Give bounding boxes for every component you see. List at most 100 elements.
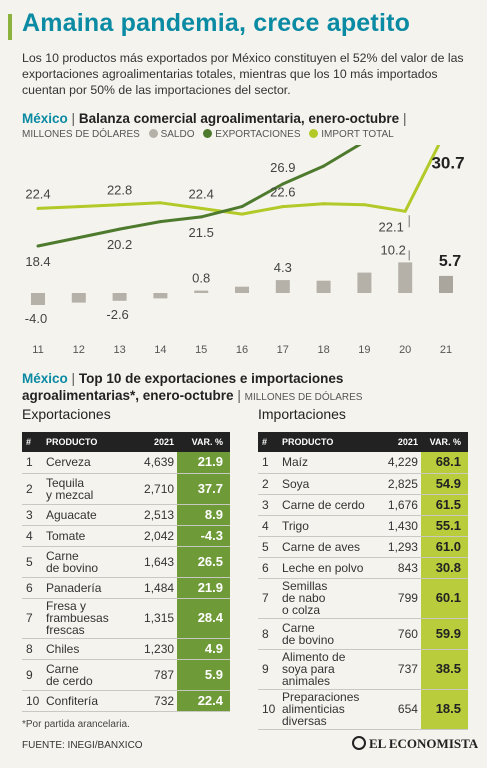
data-label: -4.0	[25, 311, 47, 326]
cell-n: 7	[258, 578, 279, 619]
cell-product: Aguacate	[43, 504, 131, 526]
cell-var: 38.5	[420, 649, 468, 690]
cell-var: 21.9	[177, 452, 230, 474]
cell-value: 799	[379, 578, 421, 619]
legend-label: IMPORT TOTAL	[321, 129, 394, 140]
saldo-bar	[235, 286, 249, 293]
data-label: 5.7	[439, 253, 461, 270]
cell-n: 9	[258, 649, 279, 690]
x-tick-label: 13	[113, 344, 125, 356]
cell-var: 8.9	[177, 504, 230, 526]
table-row: 6 Panadería 1,484 21.9	[22, 577, 230, 599]
table-row: 2 Soya 2,825 54.9	[258, 473, 468, 495]
data-label: 0.8	[192, 271, 210, 286]
cell-value: 1,293	[379, 536, 421, 558]
cell-value: 2,825	[379, 473, 421, 495]
title-accent-bar	[8, 14, 12, 40]
brand-icon	[352, 736, 366, 750]
cell-value: 4,229	[379, 452, 421, 474]
x-tick-label: 14	[154, 344, 166, 356]
chart-legend: MILLONES DE DÓLARES SALDO EXPORTACIONES …	[22, 129, 400, 140]
export-point	[36, 244, 40, 248]
cell-value: 1,484	[130, 577, 178, 599]
cell-product: Fresa y frambuesas frescas	[43, 598, 131, 639]
import-point	[199, 206, 203, 210]
legend-dot	[148, 129, 158, 138]
import-point	[36, 206, 40, 210]
imports-title: Importaciones	[258, 406, 346, 422]
import-line	[37, 145, 441, 216]
cell-value: 843	[379, 557, 421, 579]
x-tick-label: 18	[317, 344, 329, 356]
table-row: 7 Semillas de nabo o colza 799 60.1	[258, 578, 468, 619]
table-row: 4 Tomate 2,042 -4.3	[22, 525, 230, 547]
x-tick-label: 15	[195, 344, 207, 356]
table-row: 10 Confitería 732 22.4	[22, 690, 230, 712]
export-point	[199, 215, 203, 219]
chart-country: México	[22, 111, 68, 126]
cell-n: 2	[258, 473, 279, 495]
cell-value: 2,042	[130, 525, 178, 547]
cell-value: 2,710	[130, 473, 178, 505]
table-row: 3 Aguacate 2,513 8.9	[22, 504, 230, 526]
saldo-bar	[275, 280, 290, 293]
data-label: 21.5	[189, 225, 214, 240]
cell-value: 4,639	[130, 452, 178, 474]
import-point	[281, 205, 285, 209]
table-row: 2 Tequila y mezcal 2,710 37.7	[22, 473, 230, 505]
export-point	[240, 205, 244, 209]
saldo-bar	[71, 293, 86, 303]
column-header-year: 2021	[130, 432, 178, 452]
x-tick-label: 20	[399, 344, 411, 356]
cell-value: 760	[379, 618, 421, 650]
cell-n: 3	[258, 494, 279, 516]
cell-product: Carne de cerdo	[43, 659, 131, 691]
cell-var: 61.5	[420, 494, 468, 516]
cell-var: 55.1	[420, 515, 468, 537]
separator: |	[402, 111, 407, 126]
cell-value: 1,643	[130, 546, 178, 578]
table-header-row: # PRODUCTO 2021 VAR. %	[22, 432, 230, 452]
table-row: 10 Preparaciones alimenticias diversas 654 18…	[258, 689, 468, 730]
table-row: 9 Alimento de soya para animales 737 38.5	[258, 649, 468, 690]
saldo-bar	[316, 280, 331, 293]
cell-var: 54.9	[420, 473, 468, 495]
separator: |	[71, 371, 76, 386]
table-row: 5 Carne de bovino 1,643 26.5	[22, 546, 230, 578]
cell-var: 22.4	[177, 690, 230, 712]
cell-product: Panadería	[43, 577, 131, 599]
data-label: 20.2	[107, 237, 132, 252]
export-point	[118, 227, 122, 231]
column-header-n: #	[258, 432, 279, 452]
saldo-bar	[194, 290, 209, 293]
table-row: 6 Leche en polvo 843 30.8	[258, 557, 468, 579]
cell-product: Carne de aves	[279, 536, 380, 558]
table-row: 4 Trigo 1,430 55.1	[258, 515, 468, 537]
cell-product: Carne de bovino	[43, 546, 131, 578]
legend-label: SALDO	[160, 129, 195, 140]
separator: |	[71, 111, 76, 126]
cell-n: 2	[22, 473, 43, 505]
table-row: 5 Carne de aves 1,293 61.0	[258, 536, 468, 558]
cell-var: 37.7	[177, 473, 230, 505]
column-header-var: VAR. %	[177, 432, 230, 452]
saldo-bar	[398, 262, 413, 293]
data-label: -2.6	[106, 307, 128, 322]
cell-product: Carne de cerdo	[279, 494, 380, 516]
data-label: 22.8	[107, 183, 132, 198]
cell-var: 21.9	[177, 577, 230, 599]
data-label: 22.6	[270, 185, 295, 200]
cell-product: Cerveza	[43, 452, 131, 474]
cell-n: 6	[258, 557, 279, 579]
cell-value: 1,430	[379, 515, 421, 537]
saldo-bar	[357, 272, 372, 293]
cell-value: 732	[130, 690, 178, 712]
cell-value: 2,513	[130, 504, 178, 526]
column-header-n: #	[22, 432, 43, 452]
cell-var: 18.5	[420, 689, 468, 730]
brand-name: EL ECONOMISTA	[369, 736, 479, 751]
cell-n: 4	[22, 525, 43, 547]
export-point	[77, 236, 81, 240]
legend-item-import: IMPORT TOTAL	[309, 129, 394, 140]
column-header-product: PRODUCTO	[279, 432, 380, 452]
